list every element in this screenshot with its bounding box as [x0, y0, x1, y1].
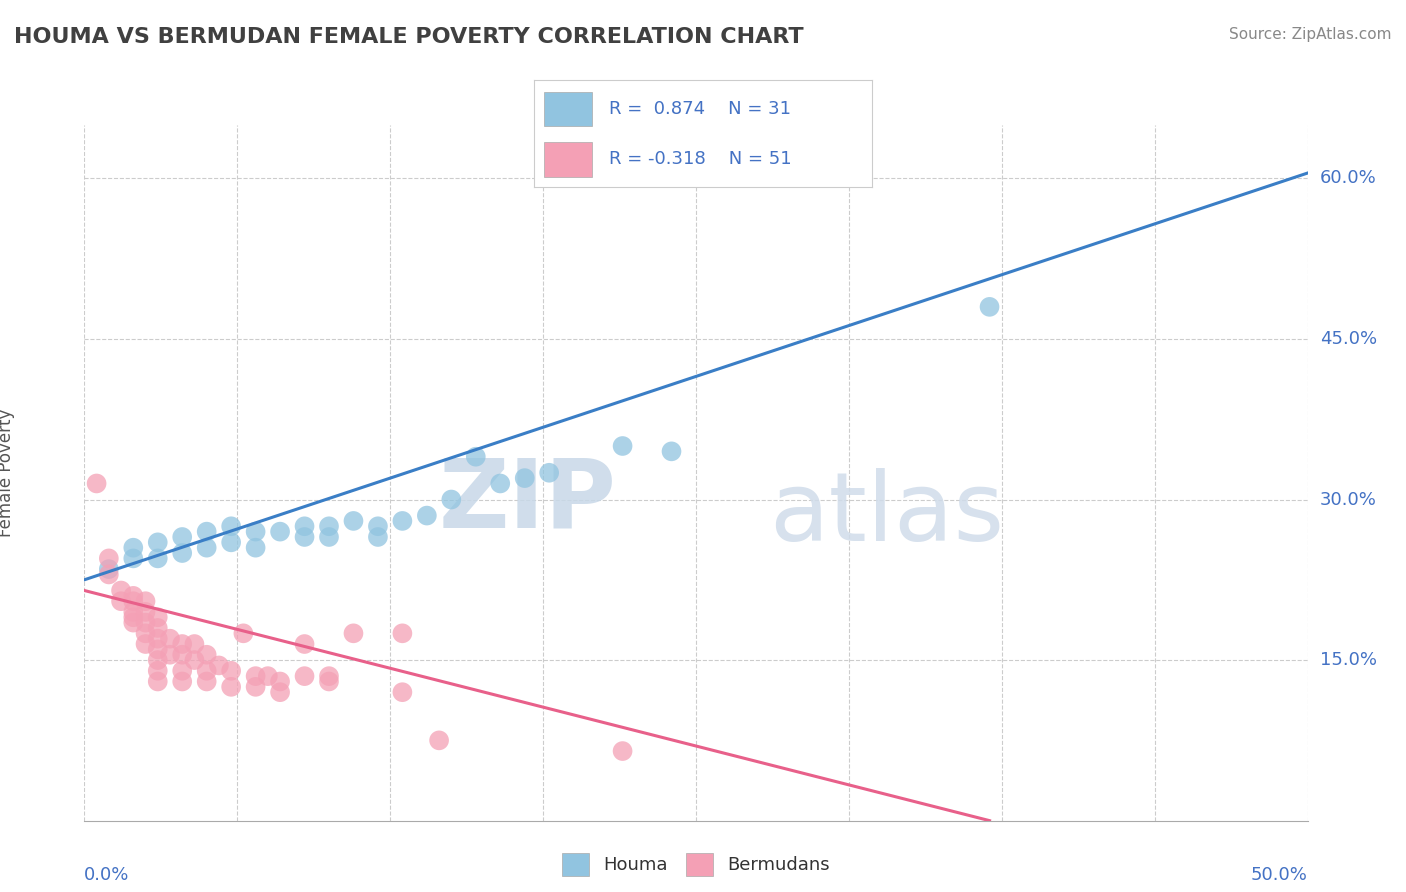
Point: [172, 546, 194, 560]
Text: 15.0%: 15.0%: [1320, 651, 1376, 669]
Point: [97, 551, 120, 566]
Point: [146, 642, 169, 657]
Text: Female Poverty: Female Poverty: [0, 409, 15, 537]
Point: [219, 519, 242, 533]
Point: [367, 530, 389, 544]
Point: [97, 562, 120, 576]
Point: [172, 674, 194, 689]
Point: [97, 567, 120, 582]
Point: [86, 476, 108, 491]
Point: [159, 632, 181, 646]
Legend: Houma, Bermudans: Houma, Bermudans: [550, 841, 842, 888]
Point: [612, 744, 634, 758]
Point: [318, 669, 340, 683]
Point: [219, 680, 242, 694]
Text: 50.0%: 50.0%: [1251, 865, 1308, 884]
Point: [146, 621, 169, 635]
Text: 45.0%: 45.0%: [1320, 330, 1376, 348]
Point: [135, 637, 157, 651]
Point: [195, 541, 218, 555]
Point: [122, 541, 145, 555]
Point: [135, 615, 157, 630]
Point: [172, 648, 194, 662]
Point: [245, 541, 267, 555]
Point: [172, 637, 194, 651]
Text: Source: ZipAtlas.com: Source: ZipAtlas.com: [1229, 27, 1392, 42]
Point: [146, 653, 169, 667]
Point: [342, 514, 364, 528]
Point: [159, 648, 181, 662]
Point: [195, 524, 218, 539]
Point: [146, 551, 169, 566]
Point: [294, 637, 316, 651]
Point: [391, 514, 413, 528]
Text: R = -0.318    N = 51: R = -0.318 N = 51: [609, 151, 792, 169]
Point: [122, 610, 145, 624]
Point: [294, 519, 316, 533]
Point: [257, 669, 280, 683]
Point: [318, 519, 340, 533]
Point: [219, 535, 242, 549]
Text: 60.0%: 60.0%: [1320, 169, 1376, 187]
Point: [294, 669, 316, 683]
Point: [427, 733, 450, 747]
Point: [135, 594, 157, 608]
Point: [269, 524, 291, 539]
Point: [195, 648, 218, 662]
Point: [110, 594, 132, 608]
Point: [172, 664, 194, 678]
Point: [612, 439, 634, 453]
Point: [122, 551, 145, 566]
Point: [979, 300, 1001, 314]
FancyBboxPatch shape: [544, 92, 592, 127]
Point: [172, 530, 194, 544]
Text: 0.0%: 0.0%: [84, 865, 129, 884]
Point: [245, 680, 267, 694]
FancyBboxPatch shape: [544, 143, 592, 177]
Point: [219, 664, 242, 678]
Point: [318, 674, 340, 689]
Point: [110, 583, 132, 598]
Point: [269, 685, 291, 699]
Point: [416, 508, 439, 523]
Point: [367, 519, 389, 533]
Point: [135, 626, 157, 640]
Text: 30.0%: 30.0%: [1320, 491, 1376, 508]
Point: [122, 594, 145, 608]
Point: [513, 471, 536, 485]
Point: [122, 589, 145, 603]
Text: ZIP: ZIP: [439, 454, 616, 547]
Point: [183, 653, 205, 667]
Point: [146, 664, 169, 678]
Point: [464, 450, 486, 464]
Point: [318, 530, 340, 544]
Point: [146, 632, 169, 646]
Point: [269, 674, 291, 689]
Text: HOUMA VS BERMUDAN FEMALE POVERTY CORRELATION CHART: HOUMA VS BERMUDAN FEMALE POVERTY CORRELA…: [14, 27, 804, 46]
Point: [489, 476, 512, 491]
Point: [122, 605, 145, 619]
Point: [135, 605, 157, 619]
Point: [245, 669, 267, 683]
Point: [661, 444, 683, 458]
Point: [208, 658, 231, 673]
Point: [245, 524, 267, 539]
Point: [294, 530, 316, 544]
Point: [195, 674, 218, 689]
Point: [146, 674, 169, 689]
Point: [391, 626, 413, 640]
Text: R =  0.874    N = 31: R = 0.874 N = 31: [609, 100, 790, 118]
Text: atlas: atlas: [769, 468, 1004, 561]
Point: [146, 535, 169, 549]
Point: [232, 626, 254, 640]
Point: [183, 637, 205, 651]
Point: [122, 615, 145, 630]
Point: [146, 610, 169, 624]
Point: [342, 626, 364, 640]
Point: [538, 466, 561, 480]
Point: [440, 492, 463, 507]
Point: [195, 664, 218, 678]
Point: [391, 685, 413, 699]
